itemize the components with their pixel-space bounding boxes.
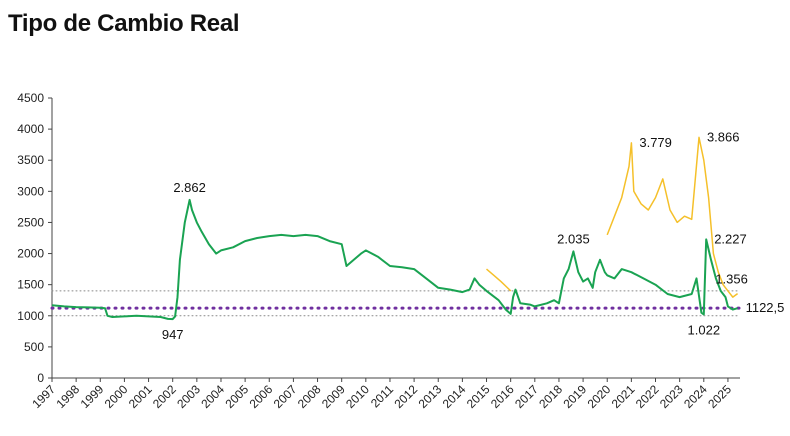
- x-tick-label: 2006: [247, 382, 276, 411]
- x-tick-label: 2005: [222, 382, 251, 411]
- chart-annotations: 2.862 947 2.035 3.779 3.866 2.227 1.356 1.022 11…: [162, 129, 785, 342]
- x-tick-label: 2024: [681, 382, 710, 411]
- x-tick-label: 1998: [53, 382, 82, 411]
- x-tick-label: 2022: [633, 382, 662, 411]
- y-tick-label: 3500: [17, 153, 44, 167]
- data-label: 947: [162, 327, 184, 342]
- x-tick-label: 2011: [368, 382, 396, 410]
- y-tick-label: 2500: [17, 215, 44, 229]
- x-tick-label: 2012: [391, 382, 420, 411]
- data-label: 2.227: [714, 231, 747, 246]
- x-axis-ticks: 1997199819992000200120022003200420052006…: [29, 378, 734, 411]
- chart-title: Tipo de Cambio Real: [8, 10, 240, 37]
- data-label: 2.862: [173, 180, 206, 195]
- data-label: 1.022: [688, 322, 721, 337]
- x-tick-label: 2025: [705, 382, 734, 411]
- x-tick-label: 2021: [609, 382, 638, 411]
- x-tick-label: 2017: [512, 382, 541, 411]
- x-tick-label: 2000: [102, 382, 131, 411]
- y-tick-label: 1500: [17, 278, 44, 292]
- y-axis-ticks: 0 500 1000 1500 2000 2500 3000 3500 4000 4500: [17, 91, 52, 385]
- series-line: [51, 198, 738, 321]
- y-tick-label: 2000: [17, 247, 44, 261]
- y-tick-label: 4500: [17, 91, 44, 105]
- x-tick-label: 2001: [126, 382, 155, 411]
- x-tick-label: 2016: [488, 382, 517, 411]
- x-tick-label: 2004: [198, 382, 227, 411]
- x-tick-label: 2019: [560, 382, 589, 411]
- y-tick-label: 1000: [17, 309, 44, 323]
- x-tick-label: 2014: [440, 382, 469, 411]
- x-tick-label: 2015: [464, 382, 493, 411]
- reference-lines: [50, 290, 742, 317]
- x-tick-label: 2020: [585, 382, 614, 411]
- series-line: [486, 268, 512, 292]
- x-tick-label: 1999: [78, 382, 107, 411]
- x-tick-label: 1997: [29, 382, 58, 411]
- data-label: 3.779: [639, 135, 672, 150]
- chart-series: [51, 136, 739, 321]
- y-tick-label: 4000: [17, 122, 44, 136]
- x-tick-label: 2010: [343, 382, 372, 411]
- chart-axes: [51, 98, 740, 379]
- y-tick-label: 3000: [17, 184, 44, 198]
- x-tick-label: 2009: [319, 382, 348, 411]
- data-label: 1.356: [715, 272, 748, 287]
- x-tick-label: 2018: [536, 382, 565, 411]
- data-label: 1122,5: [746, 300, 785, 315]
- x-tick-label: 2003: [174, 382, 203, 411]
- x-tick-label: 2007: [271, 382, 300, 411]
- x-tick-label: 2002: [150, 382, 179, 411]
- x-tick-label: 2023: [657, 382, 686, 411]
- data-label: 3.866: [707, 129, 740, 144]
- y-tick-label: 0: [37, 371, 44, 385]
- x-tick-label: 2013: [416, 382, 445, 411]
- y-tick-label: 500: [24, 340, 44, 354]
- data-label: 2.035: [557, 231, 590, 246]
- series-line: [606, 136, 739, 298]
- x-tick-label: 2008: [295, 382, 324, 411]
